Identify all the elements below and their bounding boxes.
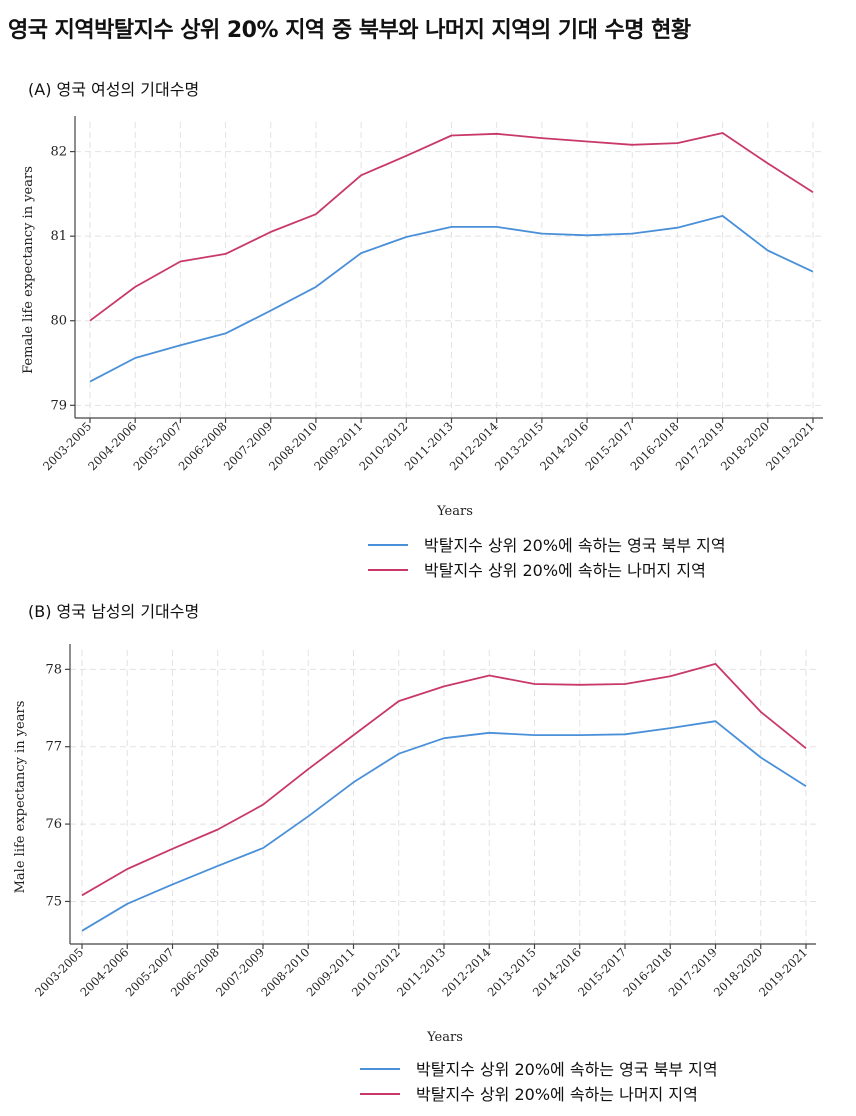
male-point-north — [307, 815, 309, 817]
female-point-rest — [586, 140, 588, 142]
female-chart-title: (A) 영국 여성의 기대수명 — [28, 80, 200, 99]
male-point-north — [126, 903, 128, 905]
female-x-tick-label: 2019-2021 — [763, 419, 817, 473]
female-y-tick-label: 79 — [50, 398, 67, 413]
male-point-rest — [669, 675, 671, 677]
female-point-rest — [812, 191, 814, 193]
male-point-north — [760, 756, 762, 758]
female-point-rest — [405, 155, 407, 157]
female-point-rest — [450, 134, 452, 136]
female-point-rest — [631, 144, 633, 146]
male-chart-panel: (B) 영국 남성의 기대수명 75 76 77 78 2003-2005 2004-20… — [0, 592, 856, 1112]
male-x-axis-label: Years — [426, 1030, 463, 1045]
female-point-rest — [315, 213, 317, 215]
female-point-north — [631, 232, 633, 234]
female-life-expectancy-chart: 798081822003-20052004-20062005-20072006-… — [21, 116, 823, 580]
male-point-north — [488, 732, 490, 734]
male-point-rest — [443, 685, 445, 687]
male-point-north — [533, 734, 535, 736]
male-point-north — [352, 781, 354, 783]
male-series-line-rest — [81, 663, 807, 897]
female-grid — [75, 122, 823, 418]
female-point-north — [495, 226, 497, 228]
male-point-rest — [805, 747, 807, 749]
female-series-line-north — [89, 214, 814, 383]
female-legend-label-north: 박탈지수 상위 20%에 속하는 영국 북부 지역 — [424, 536, 726, 555]
male-point-north — [217, 865, 219, 867]
female-point-north — [224, 332, 226, 334]
female-point-north — [541, 232, 543, 234]
male-point-rest — [488, 674, 490, 676]
female-legend-label-rest: 박탈지수 상위 20%에 속하는 나머지 지역 — [424, 561, 706, 580]
male-point-north — [714, 720, 716, 722]
female-chart-panel: (A) 영국 여성의 기대수명 79 80 81 82 2003-2005 2004-20… — [0, 70, 856, 590]
male-point-north — [443, 737, 445, 739]
male-point-rest — [217, 828, 219, 830]
page-title: 영국 지역박탈지수 상위 20% 지역 중 북부와 나머지 지역의 기대 수명 … — [8, 18, 691, 43]
female-point-north — [89, 380, 91, 382]
male-y-axis-label: Male life expectancy in years — [13, 701, 28, 894]
female-point-rest — [721, 132, 723, 134]
male-chart-title: (B) 영국 남성의 기대수명 — [28, 602, 200, 621]
male-point-rest — [714, 663, 716, 665]
male-point-north — [171, 883, 173, 885]
male-point-north — [398, 752, 400, 754]
male-point-rest — [262, 804, 264, 806]
male-legend-label-rest: 박탈지수 상위 20%에 속하는 나머지 지역 — [416, 1085, 698, 1104]
male-point-rest — [533, 683, 535, 685]
male-y-tick-label: 77 — [45, 740, 62, 755]
female-point-rest — [541, 137, 543, 139]
male-y-tick-label: 75 — [45, 894, 62, 909]
male-point-rest — [307, 768, 309, 770]
male-point-north — [81, 930, 83, 932]
male-point-rest — [624, 683, 626, 685]
female-point-rest — [134, 286, 136, 288]
female-point-north — [315, 286, 317, 288]
female-y-tick-label: 82 — [50, 145, 67, 160]
male-point-rest — [352, 734, 354, 736]
female-point-rest — [495, 133, 497, 135]
male-point-rest — [579, 684, 581, 686]
female-point-rest — [89, 320, 91, 322]
female-point-north — [721, 215, 723, 217]
female-point-rest — [224, 253, 226, 255]
male-series-line-north — [81, 720, 807, 932]
female-point-rest — [360, 174, 362, 176]
male-point-north — [669, 727, 671, 729]
male-point-rest — [81, 894, 83, 896]
male-point-north — [805, 785, 807, 787]
female-point-rest — [179, 260, 181, 262]
male-point-north — [262, 847, 264, 849]
female-series-line-rest — [89, 132, 814, 322]
female-point-north — [134, 357, 136, 359]
female-point-rest — [270, 231, 272, 233]
male-point-north — [579, 734, 581, 736]
female-point-north — [586, 234, 588, 236]
female-point-north — [360, 252, 362, 254]
female-y-axis-label: Female life expectancy in years — [21, 166, 36, 374]
female-point-north — [405, 236, 407, 238]
male-point-rest — [126, 868, 128, 870]
female-point-north — [676, 227, 678, 229]
female-point-north — [179, 344, 181, 346]
male-y-tick-label: 78 — [45, 662, 62, 677]
male-point-rest — [398, 700, 400, 702]
male-point-rest — [171, 848, 173, 850]
female-x-axis-label: Years — [436, 504, 473, 519]
female-point-north — [767, 249, 769, 251]
female-point-north — [812, 270, 814, 272]
female-point-rest — [676, 142, 678, 144]
male-grid — [70, 650, 816, 944]
male-x-tick-label: 2019-2021 — [756, 945, 810, 999]
female-point-rest — [767, 162, 769, 164]
female-point-north — [450, 226, 452, 228]
male-life-expectancy-chart: 757677782003-20052004-20062005-20072006-… — [13, 644, 816, 1104]
female-y-tick-label: 81 — [50, 229, 67, 244]
male-legend-label-north: 박탈지수 상위 20%에 속하는 영국 북부 지역 — [416, 1060, 718, 1079]
male-point-rest — [760, 711, 762, 713]
female-y-tick-label: 80 — [50, 314, 67, 329]
female-point-north — [270, 309, 272, 311]
male-y-tick-label: 76 — [45, 817, 62, 832]
male-point-north — [624, 733, 626, 735]
